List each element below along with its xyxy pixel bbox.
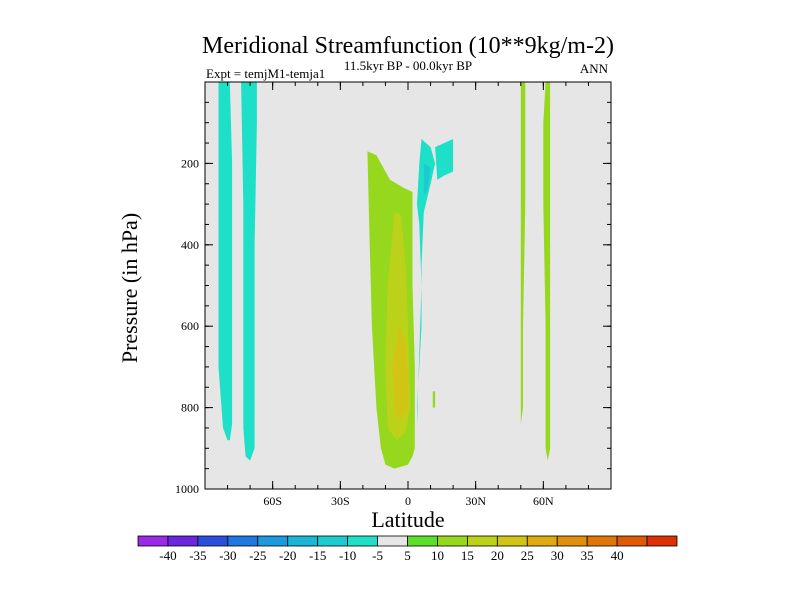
y-tick-label: 600 [181, 319, 199, 333]
colorbar-swatch [616, 535, 648, 547]
colorbar-swatch [407, 535, 438, 547]
colorbar: -40 -35 -30 -25 -20 -15 -10 -5 5 10 15 20 25 30 35 40 [137, 535, 678, 563]
y-axis-label: Pressure (in hPa) [117, 213, 142, 363]
contour-region-8 [520, 82, 526, 424]
colorbar-swatch [317, 535, 349, 547]
colorbar-label: 25 [521, 548, 534, 563]
contour-region-10 [432, 391, 436, 408]
chart-title: Meridional Streamfunction (10**9kg/m-2) [202, 33, 614, 59]
contour-region-9 [543, 82, 551, 461]
colorbar-label: -5 [372, 548, 383, 563]
colorbar-label: 20 [491, 548, 504, 563]
colorbar-label: -25 [249, 548, 266, 563]
chart-subtitle-left: Expt = temjM1-temja1 [206, 66, 325, 81]
colorbar-label: 5 [404, 548, 411, 563]
colorbar-label: -40 [159, 548, 176, 563]
colorbar-swatch [556, 535, 588, 547]
x-axis-label: Latitude [371, 507, 444, 532]
colorbar-swatch [227, 535, 259, 547]
chart-subtitle-center: 11.5kyr BP - 00.0kyr BP [344, 58, 472, 73]
colorbar-swatch [137, 535, 169, 547]
contour-region-6 [435, 139, 454, 180]
colorbar-swatch [167, 535, 199, 547]
colorbar-swatch [437, 535, 468, 547]
colorbar-swatch [526, 535, 558, 547]
x-tick-label: 0 [405, 494, 411, 508]
colorbar-swatch [377, 535, 408, 547]
colorbar-label: 30 [551, 548, 564, 563]
colorbar-swatch [496, 535, 528, 547]
contour-region-7 [423, 163, 431, 196]
colorbar-swatch [257, 535, 289, 547]
x-tick-label: 60S [263, 494, 282, 508]
y-tick-label: 400 [181, 238, 199, 252]
colorbar-swatch [466, 535, 498, 547]
x-tick-label: 30S [331, 494, 350, 508]
contour-region-0 [218, 82, 233, 441]
contour-region-1 [232, 82, 257, 461]
colorbar-swatch [586, 535, 618, 547]
colorbar-label: 15 [461, 548, 474, 563]
plot-layer: 60S 30S 0 30N 60N 200 400 600 800 1000 [175, 81, 612, 508]
y-tick-label: 1000 [175, 482, 199, 496]
chart-subtitle-right: ANN [580, 61, 609, 76]
contour-region-5 [417, 139, 436, 424]
colorbar-label: -15 [309, 548, 326, 563]
y-tick-label: 200 [181, 156, 199, 170]
colorbar-label: -10 [339, 548, 356, 563]
colorbar-label: -35 [189, 548, 206, 563]
colorbar-label: 40 [611, 548, 624, 563]
x-tick-label: 30N [465, 494, 486, 508]
contour-region-4 [392, 326, 408, 420]
colorbar-label: -30 [219, 548, 236, 563]
colorbar-label: 35 [581, 548, 594, 563]
colorbar-swatch [347, 535, 378, 547]
colorbar-swatch [646, 535, 678, 547]
y-tick-label: 800 [181, 401, 199, 415]
colorbar-label: 10 [431, 548, 444, 563]
colorbar-swatch [287, 535, 319, 547]
x-tick-label: 60N [533, 494, 554, 508]
colorbar-label: -20 [279, 548, 296, 563]
colorbar-swatch [197, 535, 229, 547]
